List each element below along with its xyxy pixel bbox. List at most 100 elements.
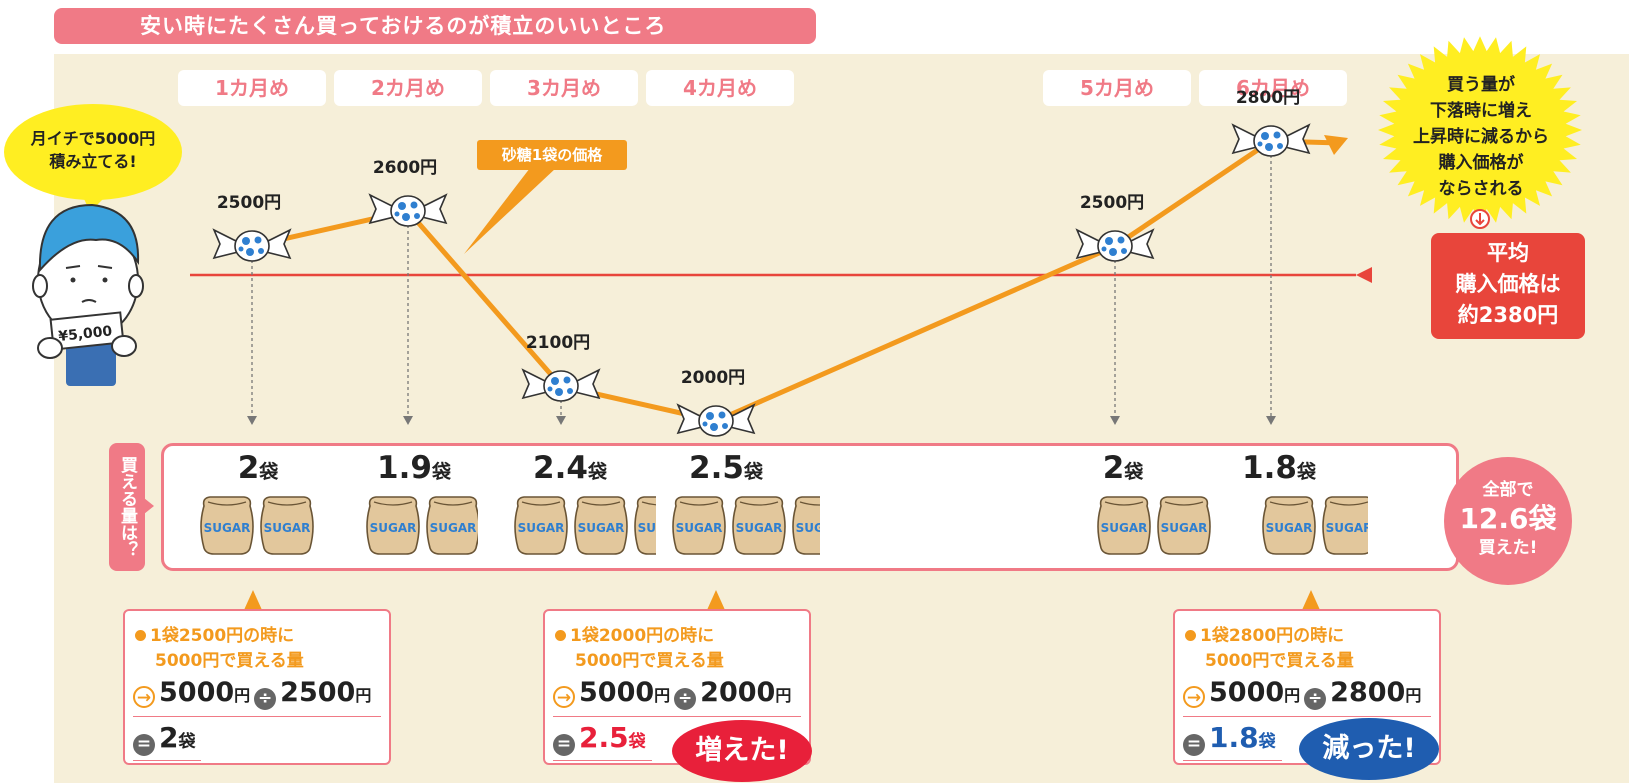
calc-2-result-unit: 袋 [628,732,646,752]
equals-icon: = [553,734,575,756]
svg-text:SUGAR: SUGAR [796,521,820,535]
burst-star [1378,36,1582,224]
equals-icon: = [133,734,155,756]
month-label-4: 4カ月め [646,70,794,106]
quantity-value-3: 2.4 [533,450,588,486]
equals-icon: = [1183,734,1205,756]
speech-bubble: 月イチで5000円 積み立てる! [4,104,182,200]
divide-icon: ÷ [1304,688,1327,710]
calc-box-1: 1袋2500円の時に 5000円で買える量 → 5000 円 ÷ 2500 円 = … [123,609,391,765]
calc-2-b-unit: 円 [775,686,792,705]
bag-group-3: SUGAR SUGAR SUGAR [512,492,656,558]
average-line-2: 購入価格は [1455,272,1561,296]
calc-1-a-unit: 円 [234,686,251,705]
quantity-label-2: 1.9袋 [334,450,494,486]
quantity-row-tag-arrow [144,498,154,514]
calc-1-line1-text: 1袋2500円の時に [150,626,295,646]
sugar-bag-icon: SUGAR [730,492,788,556]
svg-text:SUGAR: SUGAR [1326,521,1368,535]
quantity-unit-3: 袋 [587,461,607,483]
average-price-box: 平均 購入価格は 約2380円 [1431,233,1585,339]
arrow-right-icon: → [133,686,155,708]
burst-line-1: 買う量が [1447,75,1515,95]
average-line-arrow [1356,267,1372,283]
increase-badge: 増えた! [672,720,812,782]
quantity-value-2: 1.9 [377,450,432,486]
svg-text:SUGAR: SUGAR [204,521,251,535]
calc-3-b: 2800 [1330,677,1406,708]
person-note-text: ¥5,000 [58,323,114,345]
month-label-5: 5カ月め [1043,70,1191,106]
candy-icon-2 [368,193,448,227]
svg-text:SUGAR: SUGAR [430,521,477,535]
calc-1-line1: 1袋2500円の時に [135,621,294,646]
price-callout: 砂糖1袋の価格 [477,140,627,170]
svg-text:SUGAR: SUGAR [638,521,656,535]
quantity-unit-2: 袋 [431,461,451,483]
price-label-1: 2500円 [217,193,281,213]
quantity-value-5: 2 [1102,450,1125,486]
decrease-badge: 減った! [1299,718,1439,780]
bag-group-5: SUGAR SUGAR [1095,492,1215,558]
total-circle: 全部で 12.6袋 買えた! [1444,457,1572,585]
sugar-bag-icon: SUGAR [670,492,728,556]
dash-arrow-3 [556,416,566,425]
bag-group-6: SUGAR SUGAR [1260,492,1368,558]
price-label-2: 2600円 [373,158,437,178]
quantity-label-1: 2袋 [178,450,338,486]
month-label-1: 1カ月め [178,70,326,106]
dash-arrow-2 [403,416,413,425]
candy-icon-5 [1075,228,1155,262]
dash-arrow-1 [247,416,257,425]
svg-text:SUGAR: SUGAR [676,521,723,535]
total-line-3: 買えた! [1478,538,1538,558]
price-trend-arrow-head [1324,135,1348,155]
divide-icon: ÷ [674,688,697,710]
quantity-label-4: 2.5袋 [646,450,806,486]
calc-3-a: 5000 [1209,677,1285,708]
quantity-label-6: 1.8袋 [1199,450,1359,486]
arrow-right-icon: → [1183,686,1205,708]
quantity-unit-6: 袋 [1296,461,1316,483]
bag-group-1: SUGAR SUGAR [198,492,318,558]
average-line-1: 平均 [1487,241,1529,265]
bag-group-2: SUGAR SUGAR [364,492,478,558]
calc-1-a: 5000 [159,677,235,708]
calc-2-equation: → 5000 円 ÷ 2000 円 [553,677,801,717]
calc-1-equation: → 5000 円 ÷ 2500 円 [133,677,381,717]
speech-line-2: 積み立てる! [49,152,137,171]
quantity-label-3: 2.4袋 [490,450,650,486]
calc-1-b-unit: 円 [355,686,372,705]
sugar-bag-icon: SUGAR [364,492,422,556]
calc-3-result: = 1.8 袋 [1183,721,1282,761]
candy-icon-3 [521,368,601,402]
calc-3-b-unit: 円 [1405,686,1422,705]
sugar-bag-icon: SUGAR [1320,492,1368,556]
svg-text:SUGAR: SUGAR [1161,521,1208,535]
svg-text:SUGAR: SUGAR [370,521,417,535]
total-line-1: 全部で [1482,480,1534,500]
svg-text:SUGAR: SUGAR [1101,521,1148,535]
calc-1-result-unit: 袋 [178,732,196,752]
candy-icon-4 [676,403,756,437]
sugar-bag-icon: SUGAR [198,492,256,556]
candy-icon-6 [1231,123,1311,157]
burst-text: 買う量が 下落時に増え 上昇時に減るから 購入価格が ならされる [1393,72,1569,202]
burst-line-5: ならされる [1438,179,1524,199]
svg-text:SUGAR: SUGAR [578,521,625,535]
sugar-bag-icon: SUGAR [632,492,656,556]
calc-3-result-value: 1.8 [1209,721,1259,754]
calc-3-line1: 1袋2800円の時に [1185,621,1344,646]
bullet-dot-icon [135,630,146,641]
page-title: 安い時にたくさん買っておけるのが積立のいいところ [54,8,816,44]
sugar-bag-icon: SUGAR [424,492,478,556]
quantity-label-5: 2袋 [1043,450,1203,486]
calc-3-line1-text: 1袋2800円の時に [1200,626,1345,646]
burst-line-3: 上昇時に減るから [1413,127,1549,147]
svg-text:SUGAR: SUGAR [1266,521,1313,535]
price-line [251,138,1273,424]
calc-2-result: = 2.5 袋 [553,721,652,761]
candy-icon-1 [212,228,292,262]
average-line-3: 約2380円 [1457,303,1559,327]
